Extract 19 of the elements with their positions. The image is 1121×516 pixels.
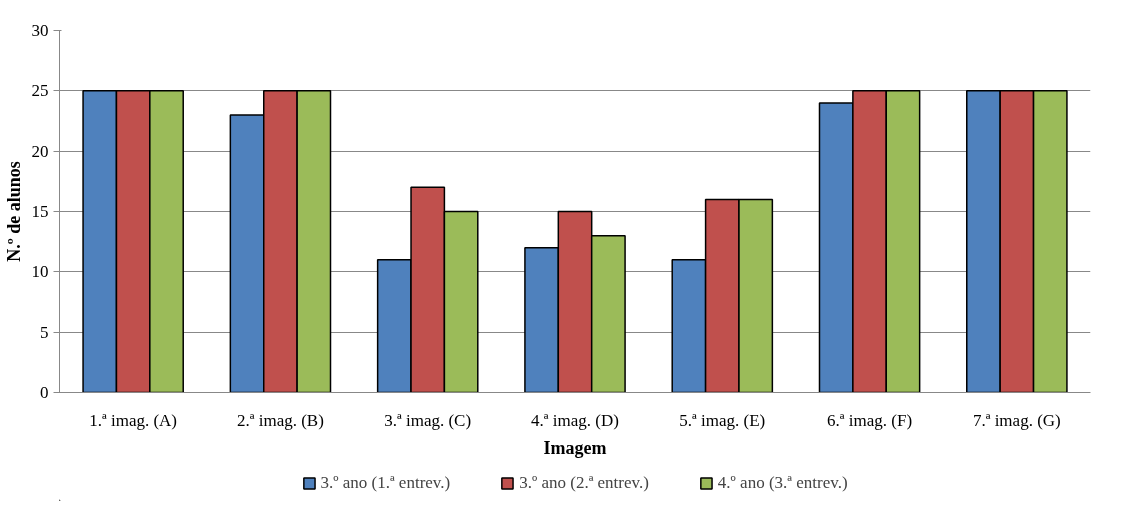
- x-tick-label: 6.ª imag. (F): [827, 410, 913, 430]
- y-tick-label: 10: [31, 262, 49, 282]
- legend-label: 3.º ano (1.ª entrev.): [320, 472, 451, 493]
- x-axis-title: Imagem: [543, 437, 607, 458]
- y-tick-label: 25: [31, 81, 49, 101]
- legend-label: 4.º ano (3.ª entrev.): [717, 472, 848, 493]
- x-tick-label: 3.ª imag. (C): [384, 410, 472, 430]
- x-tick-label: 7.ª imag. (G): [972, 410, 1061, 430]
- x-tick-label: 1.ª imag. (A): [89, 410, 178, 430]
- y-tick-label: 0: [40, 383, 49, 402]
- y-tick-label: 30: [31, 21, 49, 40]
- y-tick-label: 20: [31, 141, 49, 161]
- x-tick-label: 4.ª imag. (D): [531, 410, 619, 430]
- y-tick-label: 5: [40, 322, 49, 342]
- legend-label: 3.º ano (2.ª entrev.): [519, 472, 649, 493]
- x-tick-label: 2.ª imag. (B): [237, 410, 324, 430]
- y-axis-title: N.º de alunos: [3, 161, 24, 262]
- x-tick-label: 5.ª imag. (E): [679, 410, 766, 430]
- y-tick-label: 15: [31, 202, 49, 221]
